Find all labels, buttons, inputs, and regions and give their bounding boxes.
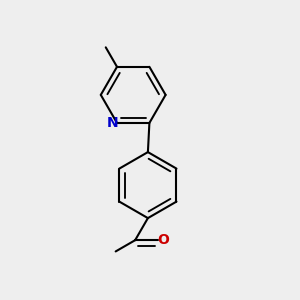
- Text: N: N: [107, 116, 118, 130]
- Text: O: O: [158, 233, 170, 247]
